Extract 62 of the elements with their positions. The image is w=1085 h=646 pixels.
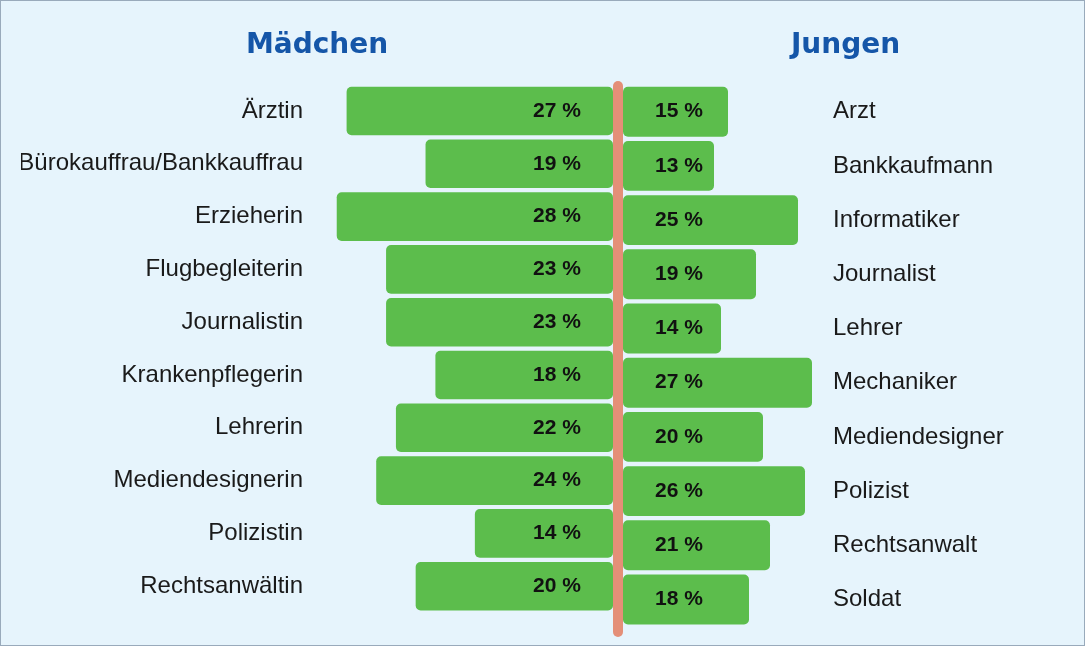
data-label: 27 % <box>655 369 704 393</box>
bar <box>623 195 798 246</box>
y-tick-label: Journalist <box>833 258 937 286</box>
data-label: 19 % <box>533 150 582 174</box>
data-label: 19 % <box>655 261 704 285</box>
bar <box>395 403 613 453</box>
bar <box>386 245 613 294</box>
bar <box>336 192 613 241</box>
bar <box>623 249 756 300</box>
data-label: 14 % <box>533 520 582 544</box>
y-tick-label: Bürokauffrau/Bankkauffrau <box>18 148 303 176</box>
data-label: 20 % <box>655 423 704 447</box>
y-tick-label: Lehrerin <box>214 412 303 440</box>
y-tick-label: Journalistin <box>181 306 303 334</box>
bar <box>425 139 613 189</box>
y-tick-label: Rechtsanwalt <box>833 529 978 557</box>
y-tick-label: Bankkaufmann <box>833 150 994 178</box>
bar <box>623 140 714 191</box>
bar <box>623 411 763 462</box>
y-tick-label: Mechaniker <box>833 367 958 395</box>
bar <box>623 574 749 625</box>
bar <box>623 357 812 408</box>
y-tick-label: Lehrer <box>833 313 903 341</box>
data-label: 23 % <box>533 309 582 332</box>
chart-title: Jungen <box>788 27 901 61</box>
chart-title: Mädchen <box>245 27 389 61</box>
y-tick-label: Polizistin <box>208 518 303 546</box>
data-label: 18 % <box>533 361 582 385</box>
data-label: 24 % <box>533 467 582 491</box>
data-label: 20 % <box>533 573 582 596</box>
bar <box>376 456 613 505</box>
bar <box>474 509 613 558</box>
data-label: 13 % <box>655 152 704 176</box>
data-label: 28 % <box>533 203 582 227</box>
y-tick-label: Arzt <box>833 96 876 124</box>
bar <box>346 86 613 136</box>
data-label: 21 % <box>655 532 704 556</box>
data-label: 27 % <box>533 97 582 121</box>
data-label: 25 % <box>655 206 704 230</box>
y-tick-label: Rechtsanwältin <box>140 570 303 598</box>
bar <box>386 297 613 347</box>
bar <box>623 303 721 354</box>
y-tick-label: Flugbegleiterin <box>145 254 303 282</box>
data-label: 14 % <box>655 315 704 339</box>
data-label: 18 % <box>655 586 704 610</box>
data-label: 22 % <box>533 414 582 438</box>
data-label: 15 % <box>655 98 704 122</box>
data-label: 26 % <box>655 477 704 501</box>
data-label: 23 % <box>533 256 582 280</box>
y-tick-label: Polizist <box>833 475 910 503</box>
y-tick-label: Ärztin <box>241 95 303 123</box>
bar <box>623 86 728 137</box>
bar <box>435 350 613 400</box>
y-tick-label: Krankenpflegerin <box>121 359 303 387</box>
y-tick-label: Soldat <box>833 584 902 612</box>
y-tick-label: Informatiker <box>833 204 960 232</box>
y-tick-label: Erzieherin <box>194 201 303 229</box>
y-tick-label: Mediendesignerin <box>113 465 303 493</box>
bar <box>415 561 613 611</box>
y-tick-label: Mediendesigner <box>833 421 1004 449</box>
bar <box>623 466 805 517</box>
bar <box>623 520 770 571</box>
